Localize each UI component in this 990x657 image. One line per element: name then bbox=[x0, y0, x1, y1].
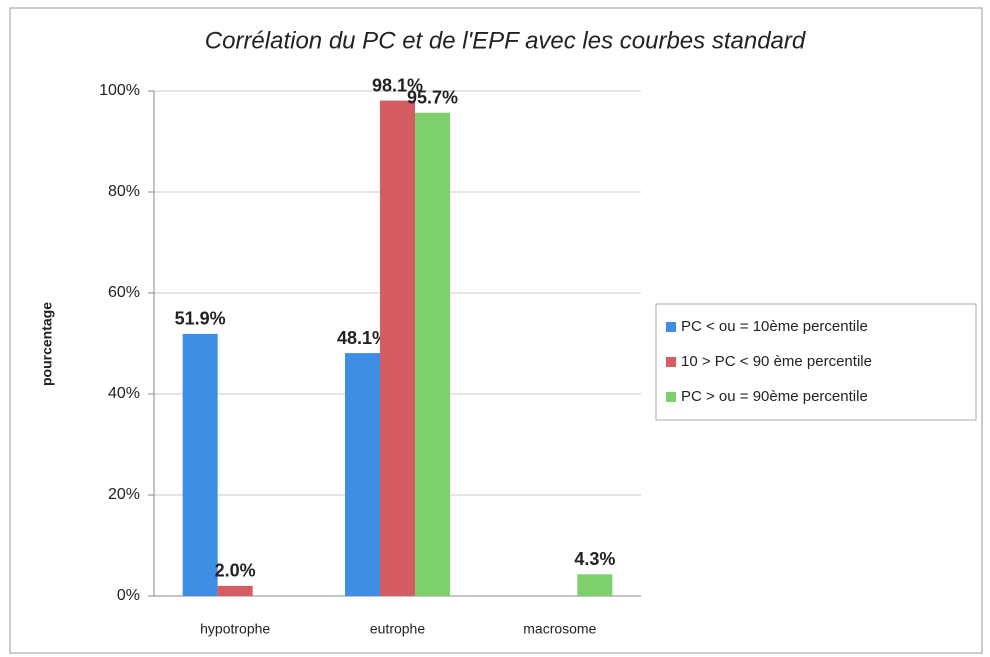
legend-label: PC > ou = 90ème percentile bbox=[681, 388, 868, 405]
x-tick-label: hypotrophe bbox=[200, 621, 270, 637]
legend-swatch bbox=[666, 392, 676, 402]
legend-swatch bbox=[666, 357, 676, 367]
chart-frame bbox=[9, 7, 983, 654]
value-label: 51.9% bbox=[175, 309, 226, 329]
value-label: 4.3% bbox=[574, 549, 615, 569]
x-tick-label: macrosome bbox=[523, 621, 596, 637]
bar bbox=[380, 100, 415, 596]
y-axis-label: pourcentage bbox=[39, 302, 55, 386]
y-tick-label: 60% bbox=[108, 284, 140, 301]
legend-label: PC < ou = 10ème percentile bbox=[681, 318, 868, 335]
bar bbox=[415, 112, 450, 596]
value-label: 95.7% bbox=[407, 87, 458, 107]
bar bbox=[577, 574, 613, 596]
y-tick-label: 0% bbox=[117, 587, 140, 604]
value-label: 2.0% bbox=[215, 561, 256, 581]
legend-swatch bbox=[666, 322, 676, 332]
value-label: 98.1% bbox=[372, 75, 423, 95]
y-tick-label: 100% bbox=[99, 82, 140, 99]
y-tick-label: 40% bbox=[108, 385, 140, 402]
value-label: 48.1% bbox=[337, 328, 388, 348]
legend-label: 10 > PC < 90 ème percentile bbox=[681, 353, 872, 370]
bar bbox=[217, 585, 253, 596]
x-tick-label: eutrophe bbox=[370, 621, 425, 637]
legend-box bbox=[655, 303, 977, 421]
y-tick-label: 20% bbox=[108, 486, 140, 503]
bar bbox=[345, 353, 380, 596]
bar bbox=[182, 333, 218, 596]
y-tick-label: 80% bbox=[108, 183, 140, 200]
chart-title: Corrélation du PC et de l'EPF avec les c… bbox=[205, 27, 806, 54]
